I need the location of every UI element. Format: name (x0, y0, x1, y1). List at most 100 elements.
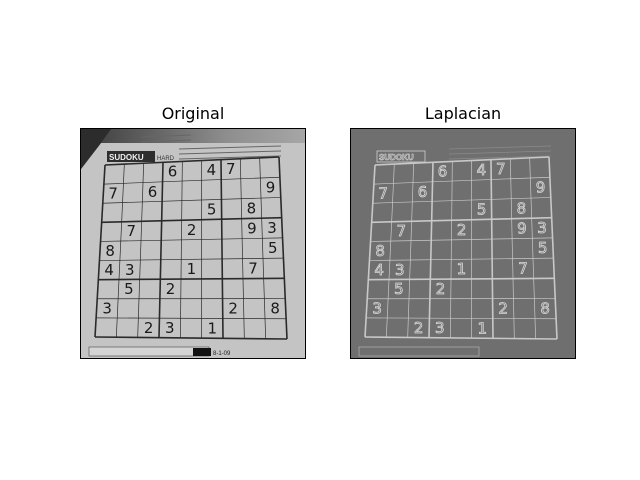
sudoku-digit: 2 (144, 319, 154, 337)
original-sudoku-image: SUDOKU HARD 6 4 77 6 95 87 2 9 38 54 3 1 75 23 2 82 3 1 8… (81, 129, 305, 358)
sudoku-grid-edges: 6 4 77 6 95 87 2 9 38 54 3 1 75 23 2 82 3 1 (364, 156, 558, 340)
sudoku-digit: 2 (187, 221, 197, 239)
sudoku-digit: 3 (267, 219, 277, 237)
sudoku-digit: 8 (375, 242, 385, 260)
grid-line-horizontal (98, 277, 285, 281)
sudoku-digit: 5 (268, 239, 278, 257)
sudoku-digit: 6 (418, 183, 428, 201)
sudoku-digit: 4 (477, 161, 487, 179)
grid-line-horizontal (374, 156, 550, 166)
sudoku-digit: 7 (378, 184, 388, 202)
sudoku-digit: 2 (414, 319, 424, 337)
grid-line-vertical (490, 159, 494, 339)
grid-line-vertical (158, 162, 164, 338)
grid-line-horizontal (370, 237, 553, 242)
paper-shadow (81, 129, 111, 169)
grid-line-horizontal (96, 317, 287, 320)
grid-line-vertical (364, 164, 376, 338)
sudoku-digit: 3 (537, 219, 547, 237)
sudoku-digit: 8 (247, 199, 257, 217)
sudoku-digit: 7 (397, 222, 407, 240)
sudoku-digit: 2 (166, 280, 176, 298)
sudoku-digit: 6 (438, 163, 448, 181)
sudoku-digit: 5 (124, 280, 134, 298)
grid-line-horizontal (364, 336, 558, 340)
sudoku-digit: 3 (435, 319, 445, 337)
sudoku-digit: 4 (207, 161, 217, 179)
sudoku-digit: 5 (477, 201, 487, 219)
instruction-text-edges (448, 145, 552, 160)
sudoku-digit: 7 (127, 222, 137, 240)
grid-line-horizontal (104, 156, 280, 166)
original-panel-title: Original (161, 104, 225, 123)
grid-line-horizontal (372, 197, 551, 204)
grid-line-vertical (259, 157, 267, 339)
header-bar-edge (376, 150, 426, 163)
grid-line-vertical (278, 156, 288, 340)
sudoku-grid: 6 4 77 6 95 87 2 9 38 54 3 1 75 23 2 82 3 1 (94, 156, 288, 340)
sudoku-digit: 1 (208, 319, 218, 337)
sudoku-digit: 2 (228, 300, 238, 318)
grid-line-vertical (449, 161, 453, 338)
sudoku-digit: 9 (517, 219, 527, 237)
sudoku-digit: 8 (270, 300, 280, 318)
grid-line-vertical (220, 159, 224, 339)
header-bar (107, 151, 155, 162)
sudoku-digit: 2 (457, 221, 467, 239)
grid-line-horizontal (369, 257, 554, 261)
sudoku-digit: 7 (518, 260, 528, 278)
paper-sheet (81, 143, 305, 358)
grid-line-horizontal (100, 237, 283, 242)
footer-date: 8-1-09 (213, 351, 231, 357)
grid-line-horizontal (366, 317, 557, 320)
sudoku-digit: 1 (478, 319, 488, 337)
sudoku-digit: 4 (104, 261, 114, 279)
sudoku-digit: 7 (248, 260, 258, 278)
sudoku-digit: 5 (207, 201, 217, 219)
sudoku-digit: 8 (105, 242, 115, 260)
sudoku-digit: 2 (436, 280, 446, 298)
sudoku-digit: 1 (187, 260, 197, 278)
sudoku-digit: 3 (372, 299, 382, 317)
grid-line-vertical (179, 161, 183, 338)
sudoku-digit: 1 (457, 260, 467, 278)
grid-line-horizontal (373, 176, 550, 185)
laplacian-sudoku-image: SUDOKU 6 4 77 6 95 87 2 9 38 54 3 1 75 23 2 82 3 1 (351, 129, 575, 358)
grid-line-vertical (385, 164, 395, 338)
footer-strip (88, 346, 211, 357)
sudoku-digit: 9 (247, 219, 257, 237)
header-label: SUDOKU (109, 153, 144, 162)
sudoku-digit: 8 (517, 199, 527, 217)
sudoku-digit: 5 (394, 280, 404, 298)
grid-line-horizontal (101, 216, 282, 224)
footer-strip-edge (358, 346, 480, 357)
grid-line-horizontal (371, 216, 552, 224)
sudoku-digit: 3 (395, 261, 405, 279)
grid-line-vertical (509, 158, 515, 339)
sudoku-digit: 7 (496, 160, 506, 178)
sudoku-digit: 2 (498, 300, 508, 318)
sudoku-digit: 9 (266, 179, 276, 197)
sudoku-digit: 3 (165, 319, 175, 337)
sudoku-digit: 7 (108, 184, 118, 202)
grid-line-vertical (137, 163, 145, 338)
header-label-edge: SUDOKU (379, 153, 414, 162)
grid-line-vertical (115, 164, 125, 338)
sudoku-digit: 5 (538, 239, 548, 257)
sudoku-digit: 8 (540, 300, 550, 318)
sudoku-digit: 6 (168, 163, 178, 181)
grid-line-horizontal (99, 257, 284, 261)
grid-line-horizontal (94, 336, 288, 340)
grid-line-horizontal (103, 176, 280, 185)
grid-line-vertical (428, 162, 434, 338)
grid-line-horizontal (102, 197, 281, 204)
sudoku-digit: 3 (125, 261, 135, 279)
sudoku-digit: 3 (102, 299, 112, 317)
laplacian-background (351, 129, 575, 358)
sudoku-digit: 7 (226, 160, 236, 178)
sudoku-digit: 9 (536, 179, 546, 197)
grid-line-vertical (407, 163, 415, 338)
grid-line-vertical (548, 156, 558, 340)
